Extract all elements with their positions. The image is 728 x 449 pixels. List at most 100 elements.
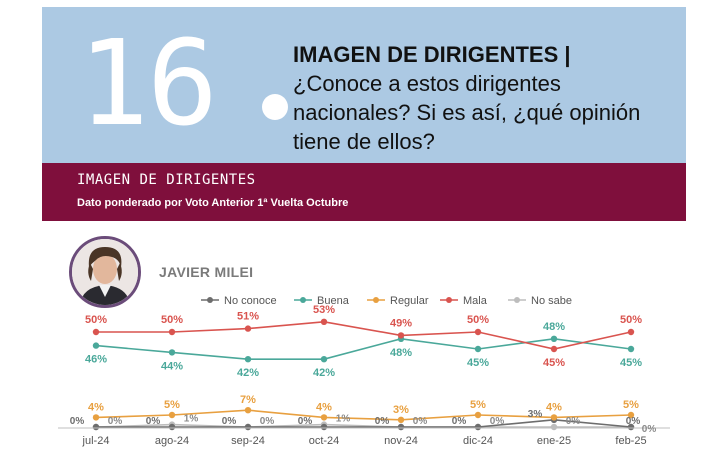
data-label-mala: 53%	[313, 304, 335, 316]
data-label-no_sabe: 0%	[260, 416, 275, 427]
data-label-buena: 45%	[467, 357, 489, 369]
data-point-mala	[320, 318, 328, 325]
data-point-regular	[92, 414, 100, 421]
avatar	[69, 236, 141, 308]
data-point-mala	[92, 328, 100, 336]
data-point-regular	[474, 411, 482, 419]
data-label-regular: 5%	[164, 399, 180, 411]
data-label-no_conoce: 3%	[528, 409, 543, 420]
data-point-regular	[550, 414, 558, 421]
data-point-no_conoce	[244, 423, 252, 431]
headline-question: ¿Conoce a estos dirigentes nacionales? S…	[293, 71, 641, 154]
data-label-buena: 44%	[161, 360, 183, 372]
data-point-mala	[474, 328, 482, 336]
series-line-regular	[95, 409, 632, 421]
data-label-buena: 45%	[620, 357, 642, 369]
section-number-dot	[262, 94, 288, 120]
x-tick-label: ago-24	[155, 435, 189, 447]
data-label-mala: 49%	[390, 317, 412, 329]
data-label-mala: 50%	[467, 314, 489, 326]
data-label-no_conoce: 0%	[222, 416, 237, 427]
x-tick-label: feb-25	[615, 435, 646, 447]
legend-label-no_sabe: No sabe	[531, 295, 572, 307]
data-point-no_conoce	[627, 423, 635, 431]
x-tick-label: jul-24	[82, 435, 110, 447]
data-label-buena: 46%	[85, 354, 107, 366]
data-point-buena	[627, 345, 635, 353]
legend-label-mala: Mala	[463, 295, 488, 307]
data-label-mala: 50%	[85, 314, 107, 326]
data-label-regular: 3%	[393, 404, 409, 416]
data-point-no_conoce	[320, 423, 328, 431]
header-banner	[42, 7, 686, 163]
x-tick-label: nov-24	[384, 435, 418, 447]
x-tick-label: dic-24	[463, 435, 493, 447]
person-portrait	[72, 239, 138, 305]
legend-marker-no_sabe	[514, 297, 520, 303]
legend-marker-regular	[373, 297, 379, 303]
data-point-mala	[397, 332, 405, 339]
data-label-no_sabe: 0%	[566, 416, 581, 427]
legend-label-buena: Buena	[317, 295, 350, 307]
data-label-no_conoce: 0%	[298, 416, 313, 427]
data-point-mala	[244, 325, 252, 332]
data-label-regular: 4%	[546, 401, 562, 413]
data-point-regular	[168, 411, 176, 419]
chart-legend: No conoce Buena Regular Mala No sabe	[201, 295, 572, 307]
headline: IMAGEN DE DIRIGENTES | ¿Conoce a estos d…	[293, 40, 683, 156]
data-point-no_sabe	[550, 423, 558, 431]
legend-marker-buena	[300, 297, 306, 303]
data-point-regular	[244, 407, 252, 414]
data-label-buena: 48%	[390, 347, 412, 359]
data-point-mala	[627, 328, 635, 336]
data-label-regular: 7%	[240, 394, 256, 406]
x-tick-label: sep-24	[231, 435, 265, 447]
band-subtitle: Dato ponderado por Voto Anterior 1ª Vuel…	[77, 197, 349, 209]
data-label-no_conoce: 0%	[626, 416, 641, 427]
data-label-buena: 48%	[543, 321, 565, 333]
data-label-no_sabe: 1%	[184, 414, 199, 425]
person-name: JAVIER MILEI	[159, 264, 254, 280]
data-label-mala: 51%	[237, 311, 259, 323]
opinion-line-chart: No conoce Buena Regular Mala No sabe jul-24 a…	[58, 295, 670, 447]
data-label-no_conoce: 0%	[146, 416, 161, 427]
series-line-buena	[95, 337, 632, 360]
data-point-regular	[397, 416, 405, 423]
data-label-mala: 50%	[620, 314, 642, 326]
data-point-no_conoce	[397, 423, 405, 431]
data-label-no_sabe: 0%	[642, 424, 657, 435]
data-label-buena: 42%	[237, 367, 259, 379]
data-label-mala: 50%	[161, 314, 183, 326]
section-number: 16	[78, 14, 218, 152]
data-label-regular: 5%	[470, 399, 486, 411]
data-label-no_sabe: 0%	[413, 416, 428, 427]
headline-title: IMAGEN DE DIRIGENTES |	[293, 42, 571, 67]
data-label-no_sabe: 0%	[108, 416, 123, 427]
data-point-regular	[627, 411, 635, 419]
data-point-buena	[474, 345, 482, 353]
series-line-mala	[96, 320, 632, 350]
data-label-regular: 4%	[88, 401, 104, 413]
data-point-buena	[168, 349, 176, 356]
band-title: IMAGEN DE DIRIGENTES	[77, 172, 256, 188]
data-point-mala	[550, 345, 558, 353]
data-label-no_conoce: 0%	[70, 416, 85, 427]
data-label-buena: 42%	[313, 367, 335, 379]
data-label-regular: 5%	[623, 399, 639, 411]
data-label-regular: 4%	[316, 401, 332, 413]
x-tick-label: ene-25	[537, 435, 571, 447]
data-point-mala	[168, 328, 176, 336]
data-point-no_conoce	[168, 423, 176, 431]
legend-marker-no_conoce	[207, 297, 213, 303]
data-point-no_conoce	[474, 423, 482, 431]
data-label-no_sabe: 1%	[336, 414, 351, 425]
data-label-no_sabe: 0%	[490, 416, 505, 427]
data-point-buena	[550, 335, 558, 342]
data-point-no_conoce	[92, 423, 100, 431]
data-label-mala: 45%	[543, 357, 565, 369]
series-line-no_conoce	[96, 418, 632, 428]
data-point-buena	[92, 342, 100, 349]
legend-label-no_conoce: No conoce	[224, 295, 277, 307]
data-point-regular	[320, 414, 328, 421]
data-label-no_conoce: 0%	[375, 416, 390, 427]
